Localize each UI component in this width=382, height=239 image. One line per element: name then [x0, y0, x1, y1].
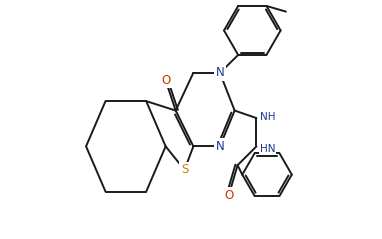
Text: HN: HN	[260, 144, 275, 154]
Text: N: N	[215, 140, 224, 153]
Text: O: O	[224, 189, 233, 202]
Text: N: N	[215, 66, 224, 79]
Text: S: S	[181, 163, 188, 176]
Text: NH: NH	[260, 112, 275, 122]
Text: O: O	[161, 74, 170, 87]
